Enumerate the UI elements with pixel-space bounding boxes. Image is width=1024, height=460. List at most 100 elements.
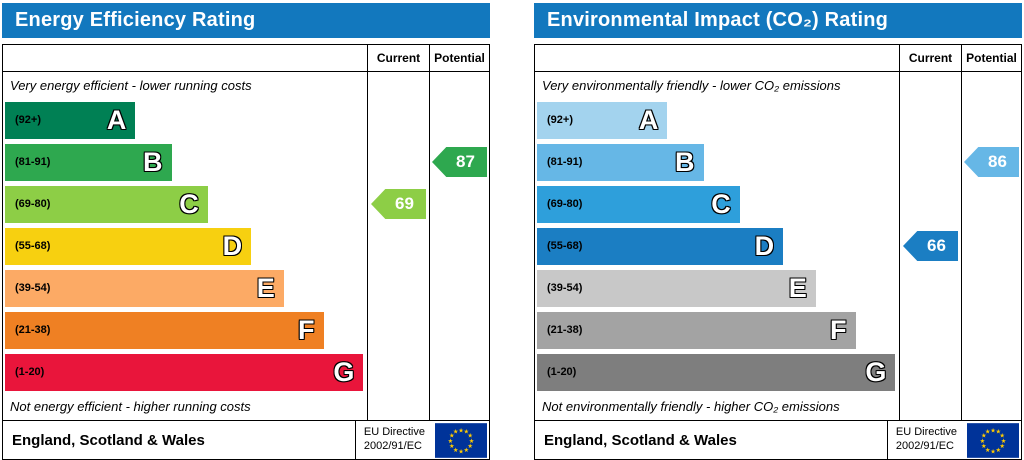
- band-range: (21-38): [15, 324, 51, 336]
- current-column-cell: [899, 99, 961, 141]
- current-column-cell: [367, 99, 429, 141]
- svg-text:★: ★: [990, 427, 996, 434]
- potential-column-cell: [429, 309, 489, 351]
- band-letter: D: [754, 230, 775, 261]
- band-letter: C: [179, 188, 199, 219]
- svg-text:★: ★: [995, 428, 1001, 435]
- band-cell: (92+) A: [535, 99, 899, 141]
- current-column-cell: [367, 267, 429, 309]
- potential-column-cell: [961, 351, 1021, 393]
- svg-text:★: ★: [469, 437, 475, 444]
- band-bar-b: (81-91) B: [5, 143, 172, 181]
- bottom-note-row: Not energy efficient - higher running co…: [3, 393, 489, 420]
- band-bar-g: (1-20) G: [537, 353, 896, 391]
- potential-column-cell: [961, 393, 1021, 420]
- potential-column-cell: 87: [429, 141, 489, 183]
- top-note-row: Very environmentally friendly - lower CO…: [535, 72, 1021, 99]
- band-letter: F: [830, 314, 847, 345]
- potential-column-cell: [429, 351, 489, 393]
- current-rating-arrow-value: 69: [395, 194, 414, 213]
- current-rating-arrow: 69: [371, 189, 426, 219]
- eu-flag-icon: ★ ★★ ★★★ ★★★ ★★★: [967, 422, 1019, 458]
- chart-footer: England, Scotland & Wales EU Directive 2…: [3, 420, 489, 459]
- band-bar-a: (92+) A: [537, 101, 668, 139]
- band-cell: (39-54) E: [535, 267, 899, 309]
- svg-text:★: ★: [458, 427, 464, 434]
- current-column-cell: [899, 351, 961, 393]
- current-column-cell: 69: [367, 183, 429, 225]
- current-column-cell: [899, 393, 961, 420]
- band-range: (92+): [15, 114, 41, 126]
- potential-column-cell: 86: [961, 141, 1021, 183]
- current-column-cell: [899, 141, 961, 183]
- current-column-cell: [367, 351, 429, 393]
- column-header-row: Current Potential: [3, 45, 489, 72]
- band-bar-d: (55-68) D: [537, 227, 784, 265]
- column-header-spacer: [535, 45, 899, 71]
- current-rating-arrow: 66: [903, 231, 958, 261]
- band-row-f: (21-38) F: [3, 309, 489, 351]
- top-note: Very environmentally friendly - lower CO…: [542, 78, 841, 93]
- svg-text:★: ★: [449, 443, 455, 450]
- svg-text:★: ★: [981, 432, 987, 439]
- band-cell: (81-91) B: [535, 141, 899, 183]
- band-cell: (81-91) B: [3, 141, 367, 183]
- potential-column-cell: [429, 72, 489, 99]
- band-cell: (69-80) C: [3, 183, 367, 225]
- band-bar-g: (1-20) G: [5, 353, 364, 391]
- region-label: England, Scotland & Wales: [544, 431, 737, 449]
- band-letter: E: [256, 272, 275, 303]
- current-column-header: Current: [367, 45, 429, 71]
- current-column-cell: [899, 183, 961, 225]
- potential-column-header: Potential: [961, 45, 1021, 71]
- eu-directive-line1: EU Directive: [895, 426, 957, 439]
- environmental-impact-chart: Environmental Impact (CO₂) Rating Curren…: [534, 3, 1022, 460]
- potential-column-header: Potential: [429, 45, 489, 71]
- current-column-cell: [899, 309, 961, 351]
- band-range: (21-38): [547, 324, 583, 336]
- svg-text:★: ★: [463, 428, 469, 435]
- band-letter: A: [638, 104, 659, 135]
- top-note: Very energy efficient - lower running co…: [10, 78, 252, 93]
- column-header-spacer: [3, 45, 367, 71]
- potential-rating-arrow: 87: [432, 147, 487, 177]
- band-row-b: (81-91) B 87: [3, 141, 489, 183]
- band-row-c: (69-80) C: [535, 183, 1021, 225]
- environmental-impact-title: Environmental Impact (CO₂) Rating: [534, 3, 1022, 38]
- band-cell: (1-20) G: [3, 351, 367, 393]
- band-range: (1-20): [15, 366, 45, 378]
- current-column-cell: [367, 225, 429, 267]
- band-cell: (92+) A: [3, 99, 367, 141]
- bottom-note-row: Not environmentally friendly - higher CO…: [535, 393, 1021, 420]
- band-range: (39-54): [15, 282, 51, 294]
- band-cell: (21-38) F: [3, 309, 367, 351]
- region-label: England, Scotland & Wales: [12, 431, 205, 449]
- potential-rating-arrow-value: 86: [988, 152, 1007, 171]
- potential-column-cell: [429, 225, 489, 267]
- svg-text:★: ★: [981, 443, 987, 450]
- chart-footer: England, Scotland & Wales EU Directive 2…: [535, 420, 1021, 459]
- svg-text:★: ★: [458, 448, 464, 455]
- current-column-cell: [899, 267, 961, 309]
- current-column-cell: [367, 72, 429, 99]
- band-letter: C: [711, 188, 731, 219]
- eu-directive-line2: 2002/91/EC: [363, 440, 422, 452]
- band-bar-d: (55-68) D: [5, 227, 252, 265]
- eu-directive-block: EU Directive 2002/91/EC ★ ★ ★ ★ ★ ★ ★ ★ ★ ★ ★ ★: [886, 421, 1021, 459]
- band-range: (69-80): [15, 198, 51, 210]
- svg-text:★: ★: [999, 432, 1005, 439]
- band-rows: (92+) A (81-91) B 86 (69-80) C (55-68) D 66 (39-54…: [535, 99, 1021, 393]
- band-cell: (69-80) C: [535, 183, 899, 225]
- band-bar-e: (39-54) E: [5, 269, 284, 307]
- svg-text:★: ★: [463, 447, 469, 454]
- band-row-f: (21-38) F: [535, 309, 1021, 351]
- energy-efficiency-title: Energy Efficiency Rating: [2, 3, 490, 38]
- current-rating-arrow-value: 66: [927, 236, 946, 255]
- band-row-g: (1-20) G: [535, 351, 1021, 393]
- eu-flag-icon: ★ ★★ ★★★ ★★★ ★★★: [435, 422, 487, 458]
- current-column-cell: [367, 141, 429, 183]
- band-letter: F: [298, 314, 315, 345]
- svg-text:★: ★: [985, 428, 991, 435]
- energy-efficiency-chart: Energy Efficiency Rating Current Potenti…: [2, 3, 490, 460]
- band-bar-f: (21-38) F: [537, 311, 856, 349]
